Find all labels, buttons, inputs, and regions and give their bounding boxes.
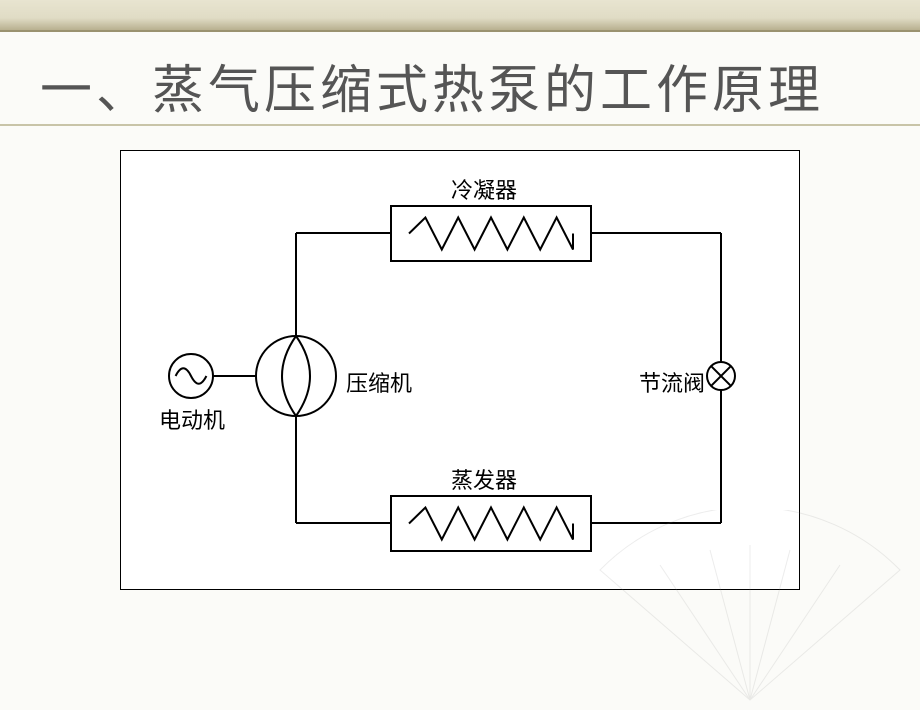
slide-title: 一、蒸气压缩式热泵的工作原理	[40, 48, 824, 123]
compressor-label: 压缩机	[346, 366, 412, 398]
throttle-label: 节流阀	[639, 366, 705, 398]
motor-label: 电动机	[159, 403, 225, 435]
condenser-label: 冷凝器	[451, 173, 517, 205]
evaporator-label: 蒸发器	[451, 463, 517, 495]
slide-top-band	[0, 0, 920, 32]
title-underline	[0, 124, 920, 126]
decorative-fan-icon	[550, 510, 920, 710]
